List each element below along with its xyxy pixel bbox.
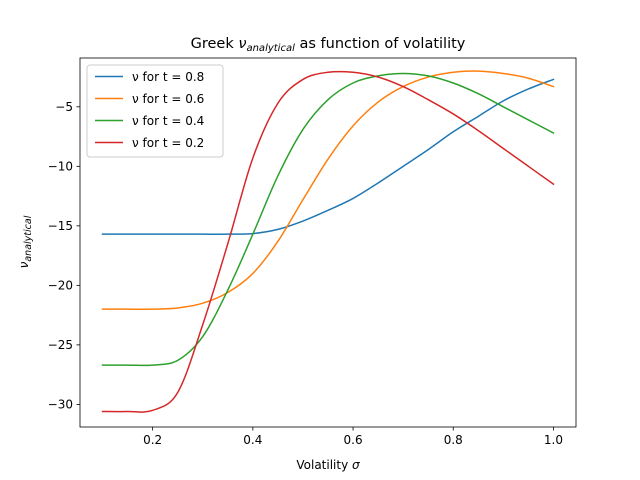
series-line-3 [101, 72, 555, 367]
legend-label-1: ν for t = 0.8 [132, 70, 204, 84]
chart-title: Greek νanalytical as function of volatil… [191, 36, 466, 54]
series-line-2 [101, 70, 555, 310]
x-axis-title-text: Volatility [296, 458, 352, 472]
y-tick-label: −5 [55, 100, 73, 114]
legend: ν for t = 0.8 ν for t = 0.6 ν for t = 0.4 ν… [86, 64, 224, 158]
x-axis: 0.2 0.4 0.6 0.8 1.0 [143, 427, 563, 447]
title-prefix: Greek [191, 36, 239, 52]
y-tick-label: −15 [48, 219, 73, 233]
series-layer [101, 70, 555, 413]
legend-box [86, 64, 224, 158]
title-symbol: ν [238, 36, 246, 52]
legend-label-4: ν for t = 0.2 [132, 136, 204, 150]
y-axis-title-symbol: ν [17, 261, 31, 268]
y-axis-title-subscript: analytical [23, 215, 34, 261]
legend-label-3: ν for t = 0.4 [132, 114, 204, 128]
x-tick-label: 0.4 [243, 433, 262, 447]
y-tick-label: −25 [48, 338, 73, 352]
plot-frame [79, 57, 577, 428]
y-tick-label: −30 [48, 398, 73, 412]
y-axis: −30 −25 −20 −15 −10 −5 [48, 100, 80, 412]
y-tick-label: −20 [48, 279, 73, 293]
x-tick-label: 0.8 [444, 433, 463, 447]
series-line-4 [101, 70, 555, 413]
x-axis-title: Volatility σ [296, 458, 360, 472]
x-tick-label: 0.2 [143, 433, 162, 447]
x-tick-label: 0.6 [344, 433, 363, 447]
legend-items: ν for t = 0.8 ν for t = 0.6 ν for t = 0.4 ν… [95, 70, 204, 150]
series-line-1 [101, 78, 555, 235]
title-suffix: as function of volatility [295, 36, 466, 52]
x-axis-title-symbol: σ [352, 458, 360, 472]
y-tick-label: −10 [48, 160, 73, 174]
legend-label-2: ν for t = 0.6 [132, 92, 204, 106]
x-tick-label: 1.0 [544, 433, 563, 447]
title-subscript: analytical [246, 43, 295, 54]
y-axis-title: νanalytical [17, 215, 34, 268]
